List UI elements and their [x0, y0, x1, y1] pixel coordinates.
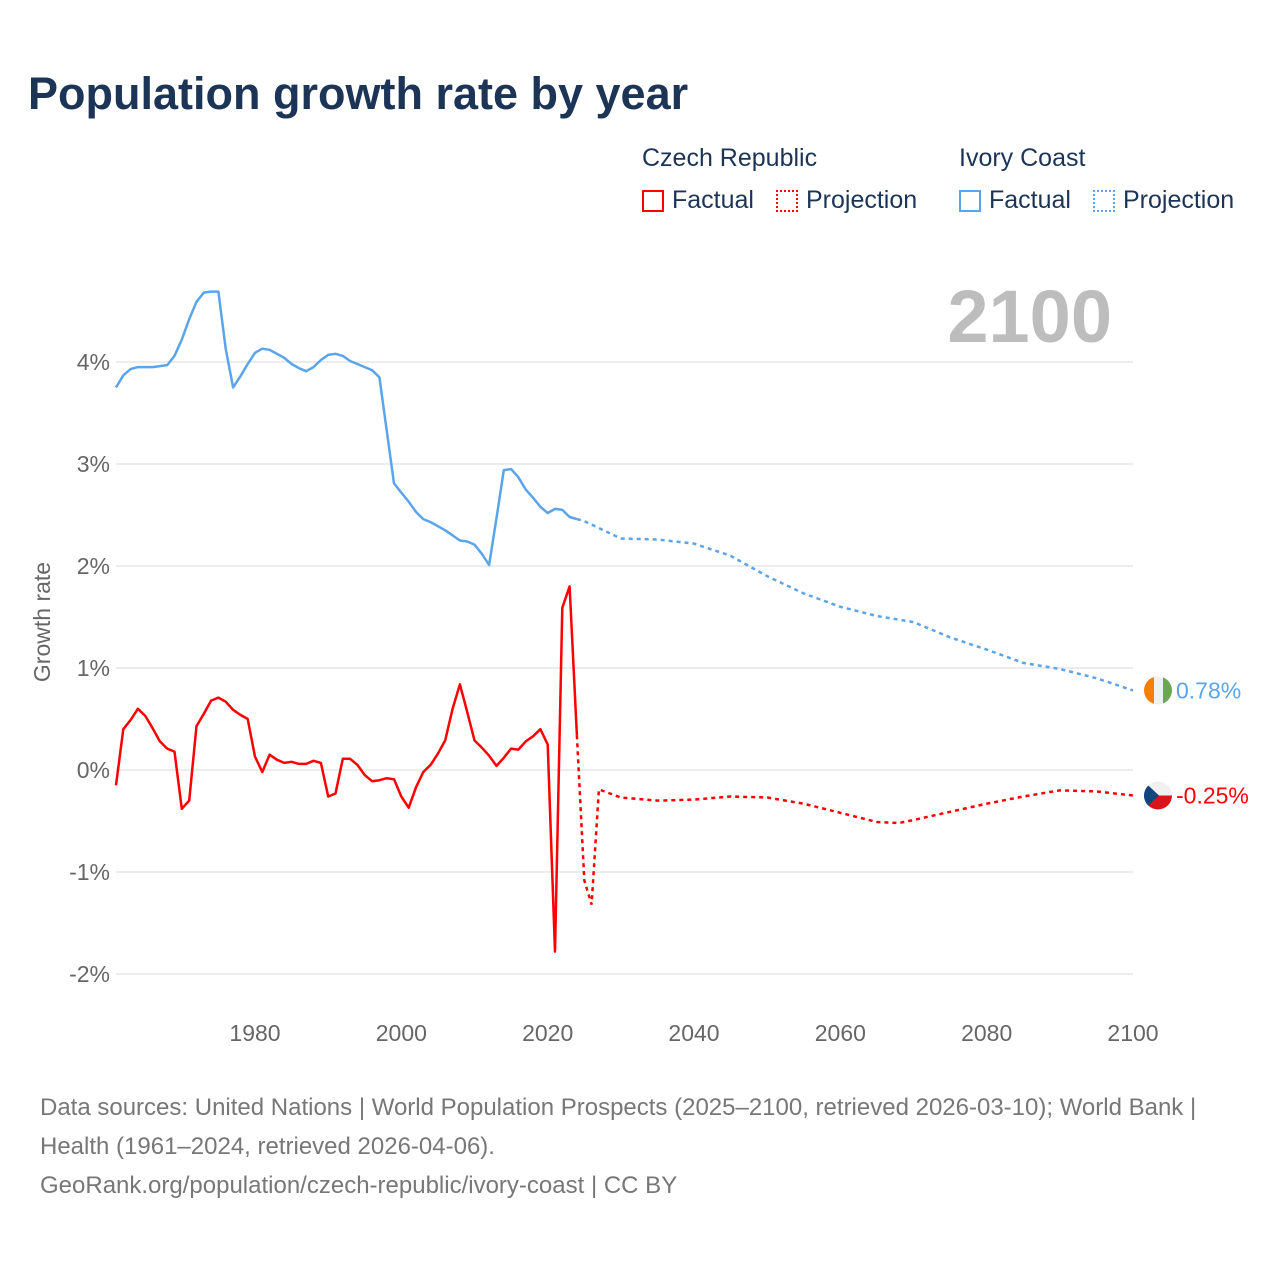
legend-czech-projection[interactable]: Projection	[776, 186, 917, 215]
legend-swatch-dotted	[776, 189, 798, 212]
legend-group-ivory: Ivory Coast	[959, 144, 1086, 172]
x-tick-label: 2060	[815, 1020, 866, 1046]
legend-label: Projection	[806, 186, 918, 214]
credit-link[interactable]: GeoRank.org/population/czech-republic/iv…	[40, 1172, 678, 1199]
end-value-label: 0.78%	[1176, 677, 1241, 703]
legend-czech-factual[interactable]: Factual	[642, 186, 754, 215]
x-tick-label: 2000	[376, 1020, 427, 1046]
flag-shapes	[1144, 676, 1172, 705]
footer: Data sources: United Nations | World Pop…	[40, 1088, 1240, 1205]
legend-swatch-solid	[642, 189, 664, 212]
y-tick-label: 3%	[77, 451, 110, 477]
y-tick-label: 4%	[77, 349, 110, 375]
flag-white	[1154, 676, 1163, 705]
series-line-factual	[114, 290, 578, 567]
x-tick-label: 2100	[1107, 1020, 1158, 1046]
data-sources: Data sources: United Nations | World Pop…	[40, 1094, 1197, 1160]
legend-label: Projection	[1123, 186, 1235, 214]
x-tick-label: 2020	[522, 1020, 573, 1046]
legend-label: Factual	[989, 186, 1071, 214]
flag-orange	[1144, 676, 1154, 705]
legend-label: Factual	[672, 186, 754, 214]
series-line-projection	[576, 517, 1134, 692]
legend-swatch-solid	[959, 189, 981, 212]
flag-blue	[1144, 781, 1159, 810]
y-tick-label: 0%	[77, 757, 110, 783]
series-line-projection	[575, 735, 1134, 905]
flag-green	[1163, 676, 1172, 705]
year-label: 2100	[947, 275, 1112, 358]
flag-shapes	[1144, 781, 1172, 810]
legend-swatch-dotted	[1093, 189, 1115, 212]
legend-ivory-factual[interactable]: Factual	[959, 186, 1071, 215]
czech-flag-icon	[1144, 781, 1172, 810]
y-tick-label: -2%	[69, 961, 110, 987]
legend-ivory-projection[interactable]: Projection	[1093, 186, 1234, 215]
end-value-label: -0.25%	[1176, 783, 1249, 809]
x-tick-label: 2080	[961, 1020, 1012, 1046]
x-tick-label: 1980	[229, 1020, 280, 1046]
y-tick-label: 1%	[77, 655, 110, 681]
y-axis-title: Growth rate	[29, 562, 55, 682]
ivory-coast-flag-icon	[1144, 676, 1172, 705]
series-line-factual	[114, 585, 579, 953]
y-tick-label: 2%	[77, 553, 110, 579]
chart-title: Population growth rate by year	[28, 68, 689, 119]
y-tick-label: -1%	[69, 859, 110, 885]
legend-group-czech: Czech Republic	[642, 144, 818, 172]
x-tick-label: 2040	[668, 1020, 719, 1046]
